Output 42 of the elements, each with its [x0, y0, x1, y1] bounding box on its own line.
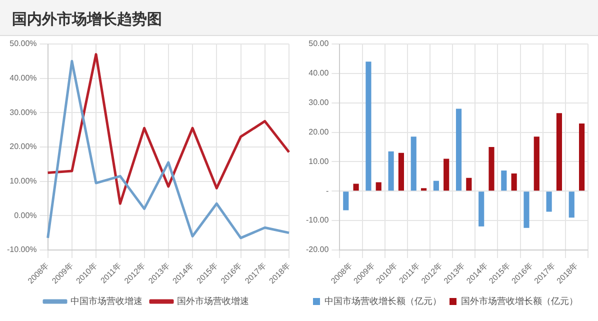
- bar: [501, 170, 507, 191]
- y-tick-label: -10.00: [306, 216, 330, 225]
- bar: [511, 173, 517, 191]
- y-tick-label: 40.00%: [10, 74, 37, 83]
- bar: [478, 192, 484, 226]
- chart-title: 国内外市场增长趋势图: [0, 0, 598, 36]
- bar: [534, 136, 540, 191]
- bar: [433, 180, 439, 191]
- y-tick-label: 50.00: [308, 39, 330, 48]
- bar: [410, 136, 416, 191]
- bar: [524, 192, 530, 228]
- y-tick-label: -10.00%: [7, 245, 37, 254]
- legend-label: 中国市场营收增速: [70, 296, 142, 306]
- y-tick-label: 30.00: [308, 98, 330, 108]
- bar: [568, 192, 574, 218]
- y-tick-label: 20.00: [308, 127, 330, 136]
- y-tick-label: 50.00%: [10, 39, 37, 48]
- bar: [343, 192, 349, 210]
- bar: [366, 62, 372, 191]
- y-tick-label: -20.00: [306, 245, 330, 254]
- bar: [353, 184, 359, 191]
- bar: [388, 151, 394, 191]
- bar: [466, 178, 472, 191]
- y-tick-label: -: [326, 186, 330, 196]
- y-tick-label: 10.00: [308, 156, 330, 166]
- legend-label: 中国市场营收增长额（亿元）: [324, 296, 442, 306]
- y-tick-label: 40.00: [308, 68, 330, 78]
- bar: [376, 182, 382, 191]
- bar: [444, 158, 450, 191]
- bar: [546, 192, 552, 212]
- bar: [398, 152, 404, 191]
- y-tick-label: 20.00%: [10, 142, 37, 152]
- y-tick-label: 0.00%: [14, 210, 37, 220]
- legend-label: 国外市场营收增长额（亿元）: [461, 296, 578, 306]
- legend-label: 国外市场营收增速: [177, 296, 249, 306]
- bar: [488, 146, 494, 191]
- bar: [420, 188, 427, 191]
- bar: [579, 123, 585, 191]
- y-tick-label: 10.00%: [10, 176, 37, 186]
- bar: [456, 108, 462, 191]
- bar: [556, 113, 562, 191]
- y-tick-label: 30.00%: [10, 108, 37, 117]
